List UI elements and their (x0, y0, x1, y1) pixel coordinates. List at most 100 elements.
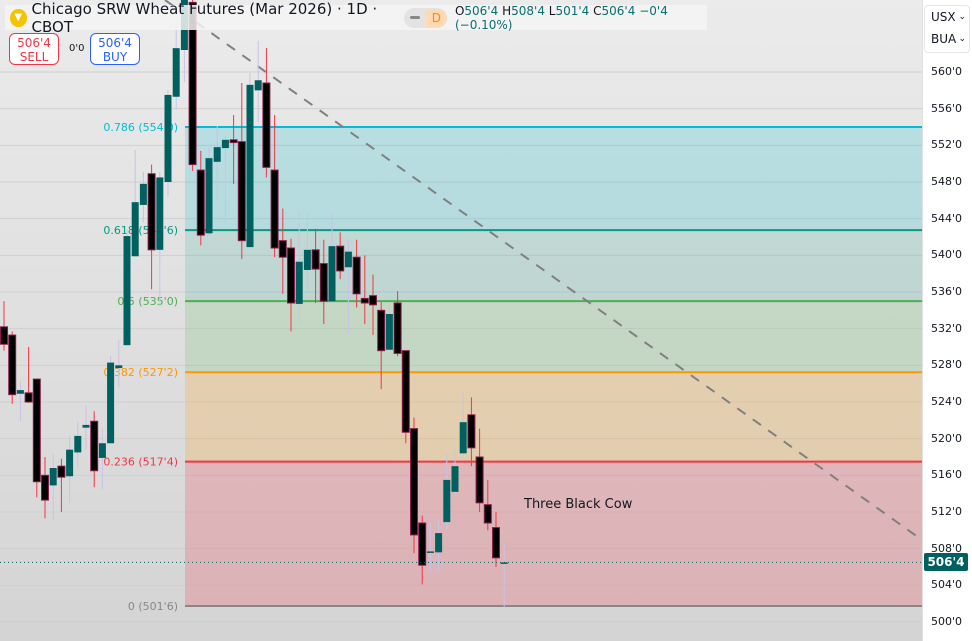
axis-tick-label: 508'0 (931, 541, 963, 555)
candle-down (196, 169, 205, 236)
minus-icon (409, 16, 420, 19)
chevron-down-icon: ⌄ (958, 12, 966, 22)
candle-down (475, 456, 484, 504)
axis-tick-label: 560'0 (931, 65, 963, 78)
axis-tick-label: 552'0 (931, 138, 963, 152)
candle-down (147, 173, 156, 251)
chevron-down-icon: ⌄ (958, 34, 966, 44)
candle-down (0, 326, 8, 345)
candle-up (254, 80, 262, 91)
wheat-logo-icon: ▼ (10, 8, 27, 27)
candle-up (123, 236, 131, 346)
price-chart[interactable]: 0 (501'6) 0.236 (517'4) 0.382 (527'2) 0.5 (… (0, 0, 922, 641)
candle-up (328, 246, 336, 302)
axis-tick-label: 556'0 (931, 101, 963, 115)
candle-up (205, 158, 213, 234)
candle-down (410, 428, 418, 536)
candle-up (66, 449, 74, 477)
low-label: L (548, 3, 556, 18)
candle-up (115, 365, 123, 369)
candle-down (278, 240, 287, 258)
axis-tick-label: 532'0 (931, 321, 963, 335)
fib-zone (185, 230, 922, 302)
candle-up (16, 390, 24, 394)
buy-label: BUY (102, 50, 128, 64)
candle-down (467, 414, 476, 449)
currency-label: USX (931, 10, 956, 24)
change-value: −0'4 (−0.10%) (454, 3, 668, 32)
candle-down (336, 245, 345, 272)
interval-badge[interactable]: D (403, 7, 447, 28)
candle-up (213, 147, 221, 162)
sell-price: 506'4 (17, 36, 51, 50)
buy-button[interactable]: 506'4 BUY (90, 33, 140, 65)
interval-label: D (425, 8, 447, 27)
fib-zone (185, 301, 922, 373)
candle-up (435, 533, 443, 553)
candle-up (156, 177, 164, 250)
candle-down (418, 522, 427, 566)
sell-button[interactable]: 506'4 SELL (9, 33, 59, 65)
buy-price: 506'4 (98, 36, 132, 50)
fib-zone (185, 127, 922, 231)
candle-down (287, 247, 295, 304)
axis-tick-label: 520'0 (931, 431, 963, 445)
candle-up (344, 251, 352, 268)
fibonacci-retracement[interactable]: 0 (501'6) 0.236 (517'4) 0.382 (527'2) 0.5 (… (103, 121, 922, 613)
candle-down (393, 302, 402, 354)
unit-select[interactable]: BUA ⌄ (925, 28, 969, 50)
fib-zone (185, 372, 922, 462)
fib-level-label: 0.5 (535'0) (117, 295, 178, 308)
axis-tick-label: 548'0 (931, 175, 963, 188)
axis-tick-label: 500'0 (931, 615, 963, 628)
price-axis[interactable]: 560'0 556'0 552'0 548'0 544'0 540'0 536'0 532'0… (922, 0, 972, 641)
candle-up (74, 435, 82, 453)
candle-up (451, 466, 459, 492)
axis-tick-label: 540'0 (931, 248, 963, 262)
candle-down (90, 420, 99, 472)
low-value: 501'4 (555, 3, 590, 18)
chart-background (0, 0, 922, 641)
candle-down (483, 504, 492, 524)
fib-zone (185, 461, 922, 606)
unit-selector: USX ⌄ BUA ⌄ (924, 5, 970, 53)
candle-down (369, 295, 377, 306)
candle-up (221, 139, 229, 149)
ohlc-values: O506'4 H508'4 L501'4 C506'4 −0'4 (−0.10%… (455, 4, 707, 32)
unit-label: BUA (931, 32, 957, 46)
candle-up (131, 202, 139, 257)
fib-level-label: 0 (501'6) (128, 600, 178, 613)
sell-label: SELL (19, 50, 49, 64)
candle-up (139, 183, 147, 205)
axis-tick-label: 504'0 (931, 578, 963, 592)
candle-down (57, 465, 66, 478)
high-value: 508'4 (511, 3, 545, 18)
open-label: O (454, 3, 465, 18)
candle-up (443, 479, 451, 523)
symbol-title[interactable]: Chicago SRW Wheat Futures (Mar 2026) · 1… (31, 0, 378, 36)
close-value: 506'4 (601, 3, 636, 18)
candle-down (229, 139, 238, 144)
trend-line[interactable] (164, 0, 922, 541)
currency-select[interactable]: USX ⌄ (925, 6, 969, 28)
high-label: H (502, 3, 512, 18)
axis-tick-label: 524'0 (931, 395, 963, 408)
candle-up (107, 362, 115, 444)
close-label: C (593, 3, 602, 18)
candle-down (377, 309, 386, 352)
candle-down (319, 263, 328, 302)
fib-level-label: 0.786 (554'0) (103, 121, 178, 134)
candle-up (246, 84, 254, 248)
axis-tick-label: 516'0 (931, 468, 963, 482)
candle-down (352, 256, 361, 295)
candle-down (262, 82, 271, 168)
last-price-label: 506'4 (924, 553, 968, 571)
axis-tick-label: 544'0 (931, 211, 963, 225)
candle-down (41, 474, 49, 501)
candle-up (49, 468, 57, 486)
candle-up (459, 422, 467, 454)
candle-up (98, 443, 106, 458)
fib-level-label: 0.236 (517'4) (103, 456, 178, 469)
candle-up (500, 562, 508, 564)
annotation-text[interactable]: Three Black Cow (523, 497, 633, 512)
